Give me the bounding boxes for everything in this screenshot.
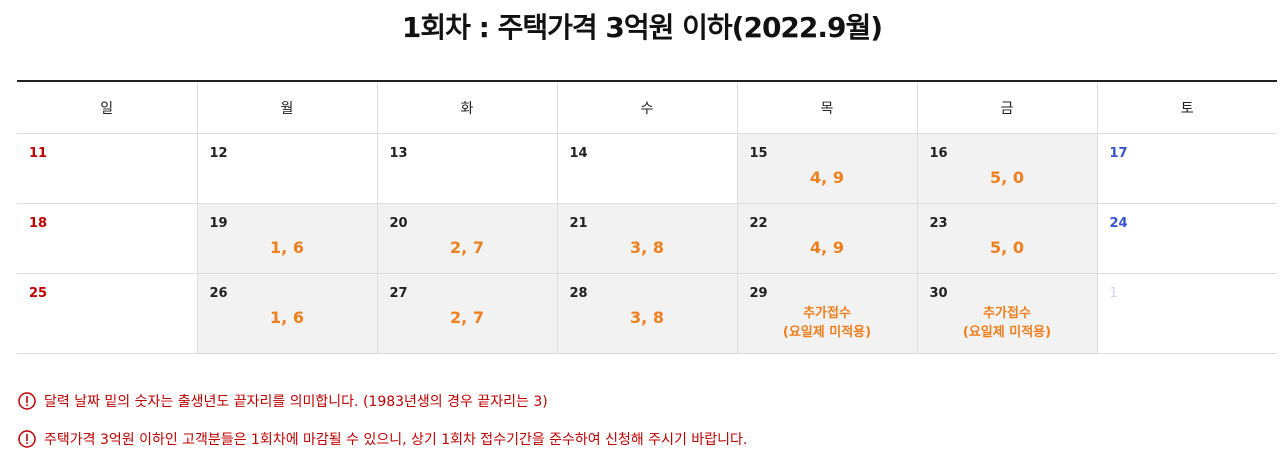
- day-cell: 13: [377, 133, 558, 204]
- day-number: 27: [389, 286, 408, 301]
- day-number: 14: [569, 146, 588, 161]
- day-number: 11: [29, 146, 48, 161]
- day-cell: 18: [17, 203, 198, 274]
- week-row: 25 26 1, 6 27 2, 7 28 3, 8 29 추가접수 (요일제 미적용) 30 추가접…: [17, 273, 1277, 354]
- notice: 주택가격 3억원 이하인 고객분들은 1회차에 마감될 수 있으니, 상기 1회…: [18, 429, 747, 449]
- day-number: 30: [929, 286, 948, 301]
- day-number: 18: [29, 216, 48, 231]
- day-number: 19: [209, 216, 228, 231]
- weekday-header: 일: [17, 81, 198, 134]
- day-cell: 21 3, 8: [557, 203, 738, 274]
- notice-text: 주택가격 3억원 이하인 고객분들은 1회차에 마감될 수 있으니, 상기 1회…: [44, 432, 748, 448]
- day-cell: 28 3, 8: [557, 273, 738, 354]
- note-line: (요일제 미적용): [962, 325, 1052, 340]
- birth-year-note: 추가접수 (요일제 미적용): [738, 304, 917, 342]
- note-line: 5, 0: [990, 238, 1024, 257]
- day-number: 20: [389, 216, 408, 231]
- day-cell: 26 1, 6: [197, 273, 378, 354]
- day-cell: 22 4, 9: [737, 203, 918, 274]
- day-cell: 11: [17, 133, 198, 204]
- note-line: 추가접수: [803, 306, 851, 321]
- birth-year-note: 4, 9: [738, 238, 917, 258]
- day-cell: 30 추가접수 (요일제 미적용): [917, 273, 1098, 354]
- day-cell: 25: [17, 273, 198, 354]
- day-cell: 14: [557, 133, 738, 204]
- day-number: 23: [929, 216, 948, 231]
- note-line: 추가접수: [983, 306, 1031, 321]
- calendar-body: 11 12 13 14 15 4, 9 16 5, 0 17 18 19 1, 6 20 2, 7 21 3,…: [17, 133, 1277, 354]
- note-line: (요일제 미적용): [782, 325, 872, 340]
- weekday-header: 토: [1097, 81, 1277, 134]
- weekday-header: 월: [197, 81, 378, 134]
- day-number: 17: [1109, 146, 1128, 161]
- birth-year-note: 4, 9: [738, 168, 917, 188]
- day-cell: 23 5, 0: [917, 203, 1098, 274]
- note-line: 5, 0: [990, 168, 1024, 187]
- weekday-header: 수: [557, 81, 738, 134]
- birth-year-note: 5, 0: [918, 238, 1097, 258]
- day-number: 21: [569, 216, 588, 231]
- week-row: 11 12 13 14 15 4, 9 16 5, 0 17: [17, 133, 1277, 204]
- day-cell: 19 1, 6: [197, 203, 378, 274]
- day-cell: 15 4, 9: [737, 133, 918, 204]
- week-row: 18 19 1, 6 20 2, 7 21 3, 8 22 4, 9 23 5, 0 24: [17, 203, 1277, 274]
- birth-year-note: 2, 7: [378, 238, 557, 258]
- birth-year-note: 1, 6: [198, 308, 377, 328]
- note-line: 4, 9: [810, 238, 844, 257]
- day-cell: 20 2, 7: [377, 203, 558, 274]
- birth-year-note: 1, 6: [198, 238, 377, 258]
- day-cell: 27 2, 7: [377, 273, 558, 354]
- day-cell: 29 추가접수 (요일제 미적용): [737, 273, 918, 354]
- day-number: 22: [749, 216, 768, 231]
- title: 1회차 : 주택가격 3억원 이하(2022.9월): [401, 11, 883, 44]
- weekday-header: 목: [737, 81, 918, 134]
- day-number: 1: [1109, 286, 1118, 301]
- birth-year-note: 추가접수 (요일제 미적용): [918, 304, 1097, 342]
- day-number: 15: [749, 146, 768, 161]
- weekday-header: 금: [917, 81, 1098, 134]
- note-line: 3, 8: [630, 238, 664, 257]
- notice: 달력 날짜 밑의 숫자는 출생년도 끝자리를 의미합니다. (1983년생의 경…: [18, 391, 548, 411]
- day-number: 12: [209, 146, 228, 161]
- day-cell: 17: [1097, 133, 1277, 204]
- birth-year-note: 5, 0: [918, 168, 1097, 188]
- day-number: 26: [209, 286, 228, 301]
- note-line: 3, 8: [630, 308, 664, 327]
- note-line: 1, 6: [270, 238, 304, 257]
- day-cell: 12: [197, 133, 378, 204]
- note-line: 4, 9: [810, 168, 844, 187]
- weekday-header: 화: [377, 81, 558, 134]
- birth-year-note: 3, 8: [558, 308, 737, 328]
- day-number: 28: [569, 286, 588, 301]
- birth-year-note: 3, 8: [558, 238, 737, 258]
- alert-icon: [18, 430, 36, 448]
- note-line: 2, 7: [450, 238, 484, 257]
- note-line: 1, 6: [270, 308, 304, 327]
- day-number: 13: [389, 146, 408, 161]
- day-cell: 16 5, 0: [917, 133, 1098, 204]
- day-cell: 24: [1097, 203, 1277, 274]
- notice-text: 달력 날짜 밑의 숫자는 출생년도 끝자리를 의미합니다. (1983년생의 경…: [44, 394, 548, 410]
- day-number: 29: [749, 286, 768, 301]
- alert-icon: [18, 392, 36, 410]
- day-number: 25: [29, 286, 48, 301]
- day-number: 24: [1109, 216, 1128, 231]
- note-line: 2, 7: [450, 308, 484, 327]
- day-number: 16: [929, 146, 948, 161]
- birth-year-note: 2, 7: [378, 308, 557, 328]
- day-cell: 1: [1097, 273, 1277, 354]
